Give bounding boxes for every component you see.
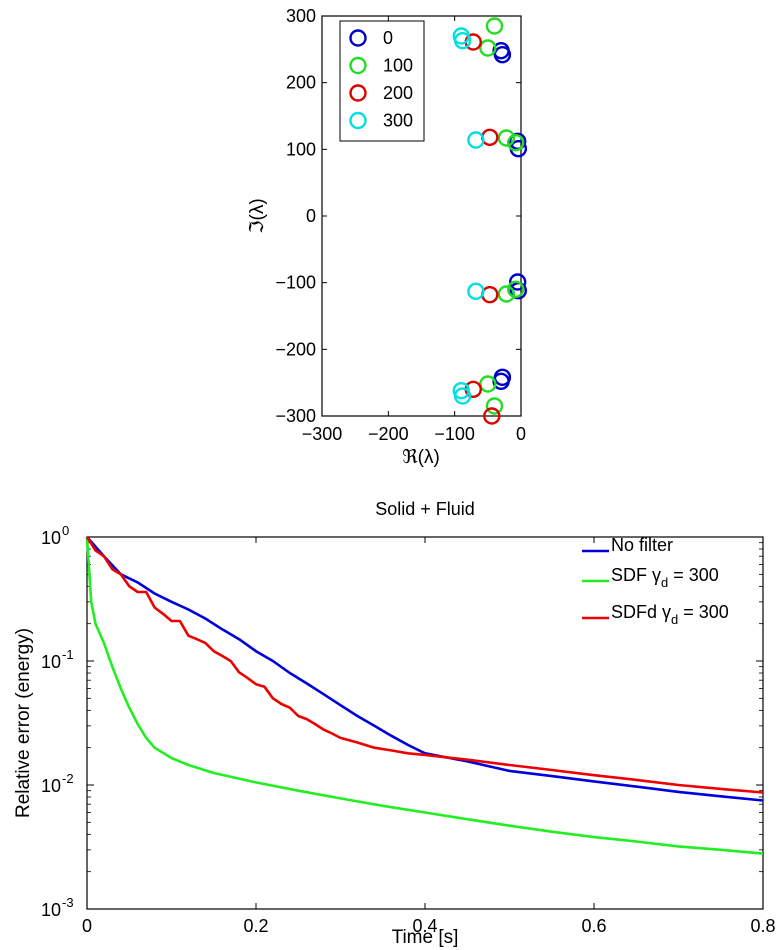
plot2-ytick-exponent: -2 — [62, 771, 74, 786]
plot1-legend-marker — [349, 111, 367, 130]
plot1-point — [453, 387, 472, 405]
plot2-ytick-exponent: 0 — [62, 523, 69, 538]
plot1-point — [506, 133, 525, 152]
plot2-ytick-label: 10 — [41, 900, 61, 920]
eigenvalue-plot: −300 −200 −100 0 300 200 100 0 −100 −200 −300 0 100… — [247, 6, 528, 468]
plot2-series-line — [85, 536, 764, 794]
plot1-xtick-label: −300 — [302, 424, 343, 444]
plot1-ytick-label: 100 — [286, 139, 316, 159]
plot1-ytick-label: −200 — [275, 339, 316, 359]
plot1-point — [479, 375, 497, 393]
plot1-point — [497, 285, 516, 303]
plot1-point — [467, 131, 485, 149]
plot1-point — [479, 39, 497, 57]
plot1-ytick-label: 0 — [306, 206, 316, 226]
plot1-ytick-label: −100 — [275, 273, 316, 293]
plot2-xlabel: Time [s] — [392, 927, 459, 948]
plot2-xtick-label: 0 — [82, 916, 92, 936]
plot1-xlabel: ℜ(λ) — [402, 447, 440, 468]
plot2-ytick-label: 10 — [41, 528, 61, 548]
plot2-ytick-exponent: -1 — [62, 647, 74, 662]
plot1-point — [485, 397, 504, 415]
plot2-legend-label: SDF γd = 300 — [611, 565, 719, 590]
plot2-series-line — [86, 536, 764, 802]
plot1-point — [483, 407, 501, 425]
plot1-xtick-label: −200 — [368, 424, 409, 444]
plot1-legend-label: 200 — [383, 83, 413, 103]
plot1-xtick-label: 0 — [516, 424, 526, 444]
plot1-legend-marker — [349, 56, 367, 75]
plot1-ylabel: ℑ(λ) — [247, 198, 268, 233]
plot2-lines — [85, 536, 764, 855]
plot1-legend: 0 100 200 300 — [339, 20, 425, 142]
plot2-legend-label: SDFd γd = 300 — [611, 602, 729, 627]
plot1-legend-marker — [349, 29, 367, 47]
plot1-legend-box — [339, 20, 425, 142]
plot2-ylabel: Relative error (energy) — [13, 628, 34, 818]
plot1-xtick-label: −100 — [434, 424, 475, 444]
plot1-legend-label: 300 — [383, 111, 413, 131]
plot1-point — [493, 368, 512, 387]
plot2-xtick-label: 0.4 — [412, 916, 437, 936]
plot1-ytick-label: 300 — [286, 6, 316, 26]
plot1-legend-marker — [349, 84, 367, 102]
plot2-xtick-label: 0.8 — [750, 916, 775, 936]
plot1-ytick-label: −300 — [275, 406, 316, 426]
plot1-point — [497, 129, 516, 147]
plot1-legend-label: 100 — [383, 56, 413, 76]
plot1-point — [453, 31, 472, 50]
plot2-title: Solid + Fluid — [375, 499, 475, 519]
plot1-legend-label: 0 — [383, 28, 393, 48]
plot1-point — [506, 280, 525, 299]
plot1-points — [452, 17, 528, 425]
plot2-frame — [86, 536, 764, 910]
plot2-legend: No filter SDF γd = 300 SDFd γd = 300 — [582, 535, 729, 627]
plot1-point — [485, 17, 504, 35]
plot1-point — [467, 282, 485, 301]
plot2-xtick-label: 0.2 — [243, 916, 268, 936]
plot1-ticks: −300 −200 −100 0 300 200 100 0 −100 −200 −300 — [275, 6, 526, 444]
plot1-point — [508, 273, 527, 291]
plot2-ytick-label: 10 — [41, 652, 61, 672]
plot1-ytick-label: 200 — [286, 73, 316, 93]
plot2-series-line — [85, 536, 764, 855]
plot2-ytick-label: 10 — [41, 776, 61, 796]
plot2-ytick-exponent: -3 — [62, 895, 74, 910]
plot2-xtick-label: 0.6 — [581, 916, 606, 936]
plot1-point — [493, 45, 512, 64]
plot2-legend-label: No filter — [611, 535, 673, 555]
